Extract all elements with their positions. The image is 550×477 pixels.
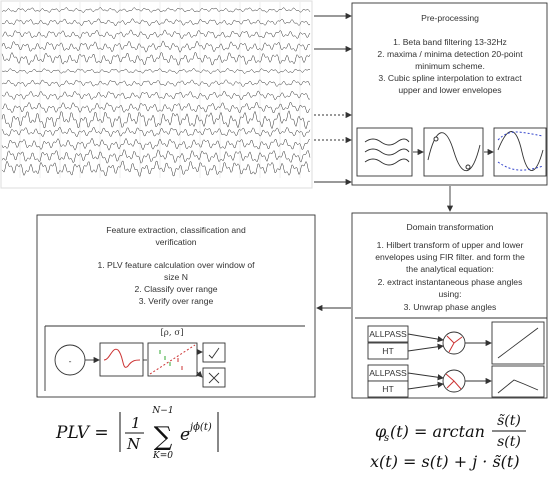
eeg-signal xyxy=(0,0,313,189)
title: Pre-processing xyxy=(421,13,479,23)
formula-text: N xyxy=(126,435,141,453)
block-label: ALLPASS xyxy=(369,329,407,339)
domain-box: Domain transformation 1. Hilbert transfo… xyxy=(351,212,548,399)
title: Feature extraction, classification and xyxy=(106,225,246,235)
preprocessing-box: Pre-processing 1. Beta band filtering 13… xyxy=(351,2,548,186)
eeg-trace xyxy=(1,29,311,40)
formula-text: s(t) xyxy=(497,434,521,450)
eeg-trace xyxy=(1,68,311,74)
formula-text: e xyxy=(180,425,190,445)
analytic-formula: x(t) = s(t) + j · s̃(t) xyxy=(370,452,520,471)
phase-formula: φ s (t) = arctan s̃(t) s(t) xyxy=(375,413,526,450)
block-label: HT xyxy=(382,384,394,394)
eeg-trace xyxy=(1,149,311,164)
formula-text: s̃(t) xyxy=(497,413,521,429)
eeg-trace xyxy=(1,101,311,114)
title: verification xyxy=(155,237,196,247)
eeg-trace xyxy=(1,7,311,13)
formula-text: s xyxy=(384,433,389,444)
step: using: xyxy=(439,289,462,299)
step: 3. Verify over range xyxy=(139,296,214,306)
eeg-trace xyxy=(1,51,311,66)
block-label: HT xyxy=(382,346,394,356)
step: size N xyxy=(164,272,188,282)
arrows xyxy=(314,12,454,312)
formula-text: K=0 xyxy=(152,451,173,461)
step: minimum scheme. xyxy=(415,61,485,71)
eeg-trace xyxy=(1,137,311,151)
eeg-trace xyxy=(1,18,311,26)
formula-text: ∑ xyxy=(154,422,173,452)
step: 2. Classify over range xyxy=(134,284,217,294)
eeg-trace xyxy=(1,90,311,101)
step: envelopes using FIR filter. and form the xyxy=(375,252,525,262)
formula-text: N−1 xyxy=(151,406,173,416)
step: 1. PLV feature calculation over window o… xyxy=(97,260,255,270)
step: 1. Hilbert transform of upper and lower xyxy=(377,240,524,250)
formula-text: jϕ(t) xyxy=(188,422,212,433)
step: 2. extract instantaneous phase angles xyxy=(378,277,523,287)
formula-text: 1 xyxy=(131,414,141,432)
block-label: ALLPASS xyxy=(369,368,407,378)
step: upper and lower envelopes xyxy=(398,85,501,95)
eeg-trace xyxy=(1,79,311,88)
eeg-trace xyxy=(1,160,311,177)
formula-text: φ xyxy=(375,422,387,441)
title: Domain transformation xyxy=(407,222,494,232)
step: the analytical equation: xyxy=(406,264,494,274)
formula-text: PLV = xyxy=(55,423,109,443)
plv-formula: PLV = 1 N N−1 ∑ K=0 e jϕ(t) xyxy=(55,406,219,461)
minus: - xyxy=(69,356,72,366)
formula-text: (t) = arctan xyxy=(390,422,485,441)
step: 2. maxima / minima detection 20-point xyxy=(377,49,523,59)
eeg-trace xyxy=(1,40,311,53)
eeg-trace xyxy=(1,110,311,130)
step: 3. Cubic spline interpolation to extract xyxy=(378,73,522,83)
step: 3. Unwrap phase angles xyxy=(404,302,497,312)
params: [ρ, σ] xyxy=(160,328,183,338)
feature-box: Feature extraction, classification and v… xyxy=(36,214,316,398)
eeg-trace xyxy=(1,126,311,138)
step: 1. Beta band filtering 13-32Hz xyxy=(393,37,507,47)
